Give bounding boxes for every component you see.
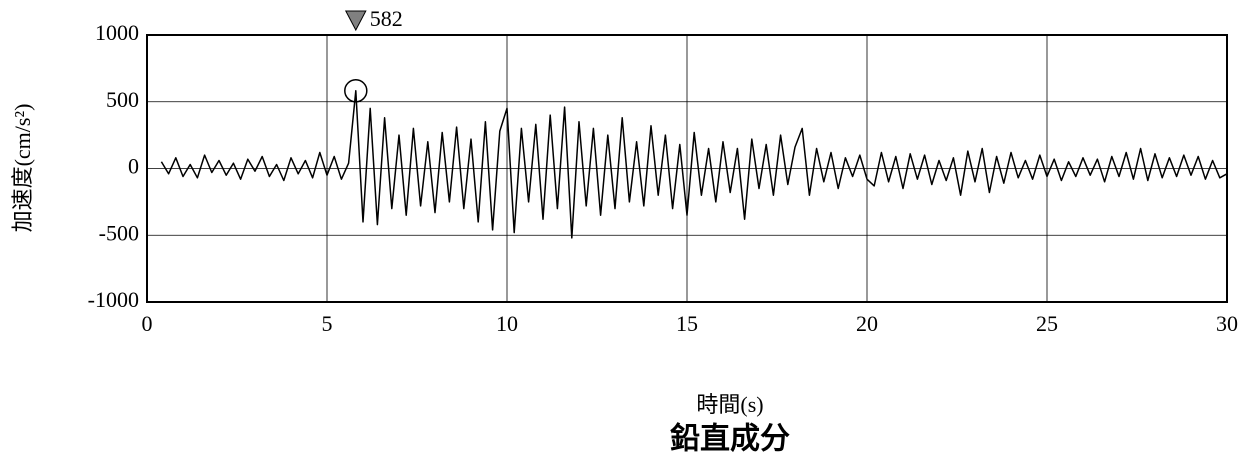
x-tick-label: 0 [142,311,153,336]
x-tick-label: 30 [1216,311,1238,336]
x-tick-label: 20 [856,311,878,336]
y-axis-label: 加速度(cm/s²) [10,104,35,233]
y-tick-label: -1000 [88,287,139,312]
y-tick-label: 500 [106,87,139,112]
waveform [160,90,1228,239]
y-tick-label: 1000 [95,20,139,45]
peak-marker [344,10,367,32]
x-tick-label: 15 [676,311,698,336]
peak-circle [344,79,368,103]
x-axis-label: 時間(s) [696,392,763,417]
y-tick-label: 0 [128,154,139,179]
x-tick-label: 5 [322,311,333,336]
x-tick-label: 10 [496,311,518,336]
plot-frame [146,34,1228,303]
peak-label: 582 [370,6,403,31]
chart-title: 鉛直成分 [670,422,790,457]
x-tick-label: 25 [1036,311,1058,336]
y-tick-label: -500 [99,220,139,245]
